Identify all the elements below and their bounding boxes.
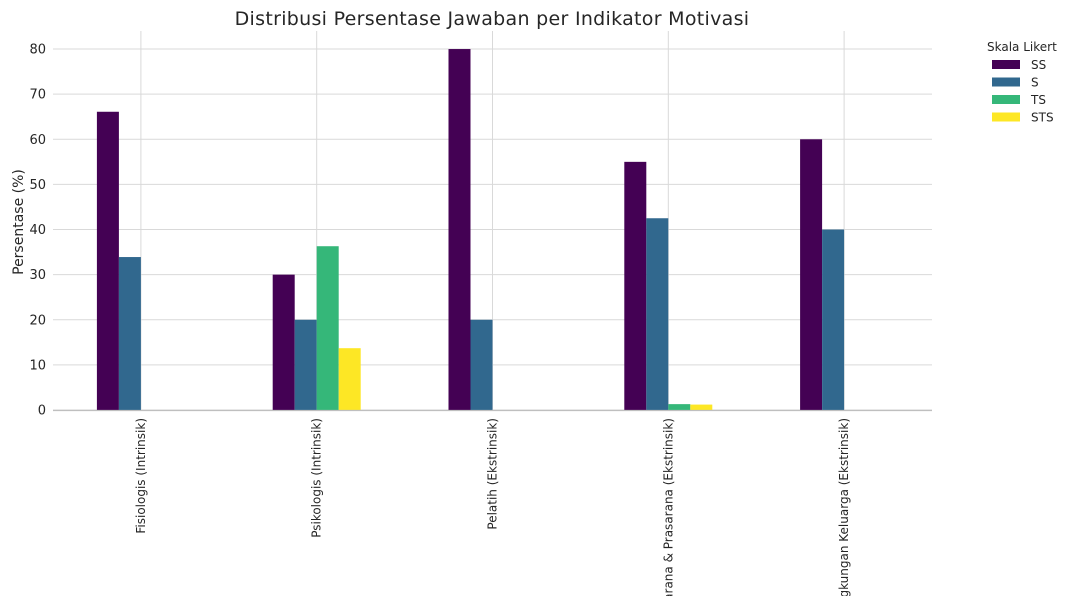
legend-swatch-ss — [992, 60, 1020, 69]
bar-ts-3 — [668, 404, 690, 410]
y-tick-label: 20 — [29, 313, 46, 328]
bar-s-0 — [119, 257, 141, 410]
y-tick-label: 10 — [29, 358, 46, 373]
chart-title: Distribusi Persentase Jawaban per Indika… — [235, 8, 750, 30]
y-axis-title: Persentase (%) — [11, 169, 27, 275]
bar-s-3 — [646, 218, 668, 410]
bar-sts-3 — [690, 405, 712, 410]
legend-title: Skala Likert — [987, 40, 1057, 54]
bar-ts-1 — [317, 246, 339, 410]
legend-label-s: S — [1031, 76, 1039, 90]
bar-s-1 — [295, 320, 317, 410]
bar-ss-1 — [273, 275, 295, 410]
bar-s-4 — [822, 230, 844, 410]
y-tick-label: 70 — [29, 88, 46, 103]
bar-s-2 — [471, 320, 493, 410]
x-category-label: Psikologis (Intrinsik) — [310, 418, 324, 538]
legend-swatch-s — [992, 78, 1020, 87]
legend-label-ss: SS — [1031, 58, 1046, 72]
bar-ss-0 — [97, 112, 119, 410]
y-tick-label: 40 — [29, 223, 46, 238]
x-category-label: Fisiologis (Intrinsik) — [134, 418, 148, 534]
y-tick-label: 80 — [29, 43, 46, 58]
y-tick-label: 0 — [38, 404, 46, 419]
x-category-label: Lingkungan Keluarga (Ekstrinsik) — [837, 418, 851, 596]
y-tick-label: 50 — [29, 178, 46, 193]
y-tick-label: 30 — [29, 268, 46, 283]
legend-swatch-ts — [992, 95, 1020, 104]
bar-sts-1 — [339, 348, 361, 410]
bar-ss-4 — [800, 139, 822, 410]
x-category-label: Sarana & Prasarana (Ekstrinsik) — [661, 418, 675, 596]
bar-ss-2 — [449, 49, 471, 410]
y-tick-label: 60 — [29, 133, 46, 148]
legend-label-sts: STS — [1031, 111, 1054, 125]
legend-swatch-sts — [992, 113, 1020, 122]
bar-ss-3 — [624, 162, 646, 410]
x-category-label: Pelatih (Ekstrinsik) — [486, 418, 500, 530]
legend-label-ts: TS — [1030, 93, 1046, 107]
